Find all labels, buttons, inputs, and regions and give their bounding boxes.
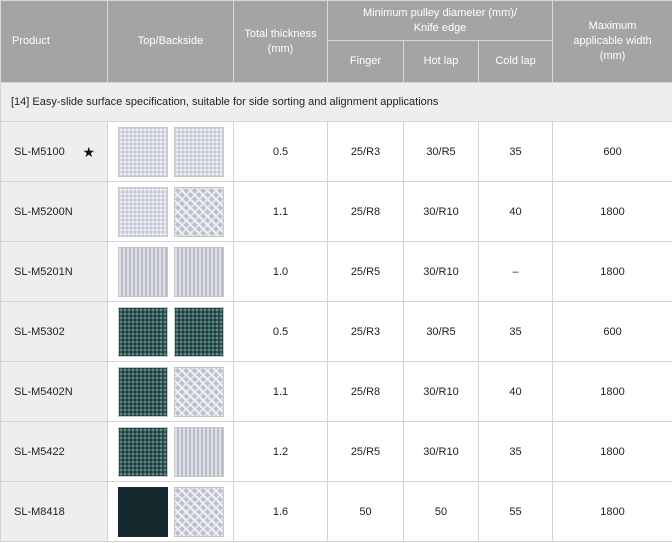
top-surface-swatch: [117, 126, 168, 177]
table-header: Product Top/Backside Total thickness (mm…: [0, 0, 672, 83]
header-top-backside: Top/Backside: [107, 0, 234, 83]
swatch-cell: [107, 241, 234, 302]
product-name-cell: SL-M5402N: [0, 361, 108, 422]
swatch-cell: [107, 421, 234, 482]
table-row: SL-M5422 1.2 25/R5 30/R10 35 1800: [0, 421, 672, 482]
cold-lap-cell: 55: [477, 481, 554, 542]
thickness-cell: 0.5: [233, 121, 328, 182]
swatch-cell: [107, 481, 234, 542]
cold-lap-cell: 35: [477, 301, 554, 362]
finger-cell: 25/R5: [327, 421, 404, 482]
thickness-cell: 1.0: [233, 241, 328, 302]
table-row: SL-M8418 1.6 50 50 55 1800: [0, 481, 672, 542]
top-surface-swatch: [117, 366, 168, 417]
swatch-cell: [107, 361, 234, 422]
swatch-cell: [107, 181, 234, 242]
hot-lap-cell: 30/R5: [403, 121, 479, 182]
swatch-cell: [107, 121, 234, 182]
header-cold-lap: Cold lap: [477, 40, 554, 83]
header-hot-lap: Hot lap: [403, 40, 479, 83]
hot-lap-cell: 50: [403, 481, 479, 542]
cold-lap-cell: –: [477, 241, 554, 302]
product-name-cell: SL-M5100 ★: [0, 121, 108, 182]
table-row: SL-M5302 0.5 25/R3 30/R5 35 600: [0, 301, 672, 362]
product-name: SL-M5200N: [14, 205, 73, 218]
product-name-cell: SL-M5422: [0, 421, 108, 482]
hot-lap-cell: 30/R10: [403, 241, 479, 302]
header-finger: Finger: [327, 40, 404, 83]
backside-swatch: [173, 186, 224, 237]
table-row: SL-M5100 ★ 0.5 25/R3 30/R5 35 600: [0, 121, 672, 182]
finger-cell: 25/R3: [327, 121, 404, 182]
product-name-cell: SL-M5201N: [0, 241, 108, 302]
max-width-cell: 1800: [552, 361, 672, 422]
cold-lap-cell: 40: [477, 181, 554, 242]
product-name-cell: SL-M8418: [0, 481, 108, 542]
finger-cell: 50: [327, 481, 404, 542]
product-name: SL-M5402N: [14, 385, 73, 398]
finger-cell: 25/R8: [327, 181, 404, 242]
cold-lap-cell: 40: [477, 361, 554, 422]
product-name: SL-M5302: [14, 325, 65, 338]
max-width-cell: 600: [552, 301, 672, 362]
table-row: SL-M5200N 1.1 25/R8 30/R10 40 1800: [0, 181, 672, 242]
finger-cell: 25/R8: [327, 361, 404, 422]
backside-swatch: [173, 486, 224, 537]
product-name-cell: SL-M5200N: [0, 181, 108, 242]
top-surface-swatch: [117, 486, 168, 537]
product-name: SL-M5422: [14, 445, 65, 458]
table-row: SL-M5402N 1.1 25/R8 30/R10 40 1800: [0, 361, 672, 422]
finger-cell: 25/R3: [327, 301, 404, 362]
product-name: SL-M5201N: [14, 265, 73, 278]
max-width-cell: 1800: [552, 181, 672, 242]
product-name: SL-M5100: [14, 145, 65, 158]
thickness-cell: 0.5: [233, 301, 328, 362]
header-max-width: Maximum applicable width (mm): [552, 0, 672, 83]
max-width-cell: 600: [552, 121, 672, 182]
backside-swatch: [173, 426, 224, 477]
thickness-cell: 1.6: [233, 481, 328, 542]
product-name: SL-M8418: [14, 505, 65, 518]
hot-lap-cell: 30/R5: [403, 301, 479, 362]
backside-swatch: [173, 126, 224, 177]
top-surface-swatch: [117, 186, 168, 237]
max-width-cell: 1800: [552, 421, 672, 482]
star-icon: ★: [82, 143, 95, 160]
header-min-pulley: Minimum pulley diameter (mm)/ Knife edge: [326, 0, 554, 41]
backside-swatch: [173, 306, 224, 357]
cold-lap-cell: 35: [477, 421, 554, 482]
backside-swatch: [173, 366, 224, 417]
section-title: [14] Easy-slide surface specification, s…: [0, 82, 672, 122]
header-total-thickness: Total thickness (mm): [233, 0, 328, 83]
table-body: [14] Easy-slide surface specification, s…: [0, 82, 672, 542]
header-product: Product: [0, 0, 108, 83]
hot-lap-cell: 30/R10: [403, 421, 479, 482]
hot-lap-cell: 30/R10: [403, 361, 479, 422]
top-surface-swatch: [117, 306, 168, 357]
top-surface-swatch: [117, 426, 168, 477]
top-surface-swatch: [117, 246, 168, 297]
cold-lap-cell: 35: [477, 121, 554, 182]
section-row: [14] Easy-slide surface specification, s…: [0, 82, 672, 122]
max-width-cell: 1800: [552, 481, 672, 542]
max-width-cell: 1800: [552, 241, 672, 302]
finger-cell: 25/R5: [327, 241, 404, 302]
hot-lap-cell: 30/R10: [403, 181, 479, 242]
product-name-cell: SL-M5302: [0, 301, 108, 362]
swatch-cell: [107, 301, 234, 362]
backside-swatch: [173, 246, 224, 297]
table-row: SL-M5201N 1.0 25/R5 30/R10 – 1800: [0, 241, 672, 302]
thickness-cell: 1.1: [233, 181, 328, 242]
thickness-cell: 1.2: [233, 421, 328, 482]
thickness-cell: 1.1: [233, 361, 328, 422]
